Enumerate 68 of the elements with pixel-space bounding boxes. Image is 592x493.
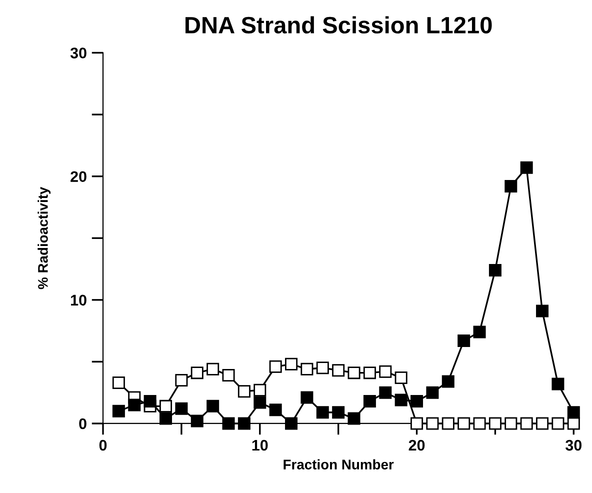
point xyxy=(379,386,392,399)
x-tick-label: 30 xyxy=(566,440,582,451)
point xyxy=(426,386,439,399)
point xyxy=(348,412,360,425)
point xyxy=(206,400,220,412)
point xyxy=(442,417,454,430)
point xyxy=(410,417,424,430)
point xyxy=(410,394,424,408)
point xyxy=(379,365,392,378)
point xyxy=(348,366,360,380)
x-tick-label: 10 xyxy=(252,440,268,451)
y-tick-label: 10 xyxy=(71,294,86,306)
point xyxy=(112,376,125,389)
point xyxy=(332,406,345,419)
point xyxy=(520,417,533,430)
point xyxy=(222,369,235,382)
y-tick-label: 20 xyxy=(70,171,86,182)
point xyxy=(488,264,502,276)
point xyxy=(488,417,502,430)
point xyxy=(222,417,235,430)
chart-title: DNA Strand Scission L1210 xyxy=(186,16,492,34)
point xyxy=(269,404,282,416)
point xyxy=(254,396,266,409)
point xyxy=(128,398,141,412)
point xyxy=(112,404,125,418)
point xyxy=(536,417,549,430)
x-tick-label: 0 xyxy=(99,440,107,451)
point xyxy=(190,414,204,428)
point xyxy=(426,417,439,430)
point xyxy=(316,362,329,374)
x-tick-label: 20 xyxy=(408,440,425,451)
point xyxy=(285,358,298,370)
point xyxy=(473,417,486,430)
point xyxy=(504,180,518,192)
point xyxy=(269,360,282,373)
point xyxy=(473,326,486,338)
point xyxy=(536,304,549,318)
point xyxy=(442,375,454,388)
y-axis-title: % Radioactivity xyxy=(38,186,51,290)
point xyxy=(504,417,518,430)
point xyxy=(520,161,533,174)
point xyxy=(363,366,376,380)
point xyxy=(300,391,314,404)
point xyxy=(238,417,250,430)
point xyxy=(363,394,376,408)
point xyxy=(254,384,266,396)
point xyxy=(567,406,580,419)
point xyxy=(175,402,188,415)
x-axis-title: Fraction Number xyxy=(284,459,394,470)
point xyxy=(394,394,408,406)
point xyxy=(552,378,564,390)
point xyxy=(552,417,564,430)
point xyxy=(458,417,470,430)
point xyxy=(175,374,188,386)
point xyxy=(394,372,408,384)
point xyxy=(190,366,204,380)
point xyxy=(160,412,172,425)
point xyxy=(285,417,298,430)
y-tick-label: 0 xyxy=(79,418,86,430)
point xyxy=(300,362,314,376)
point xyxy=(238,385,250,398)
point xyxy=(458,334,470,347)
point xyxy=(332,364,345,377)
point xyxy=(160,400,172,412)
point xyxy=(316,406,329,419)
point xyxy=(144,394,156,408)
point xyxy=(206,362,220,376)
y-tick-label: 30 xyxy=(70,48,86,58)
